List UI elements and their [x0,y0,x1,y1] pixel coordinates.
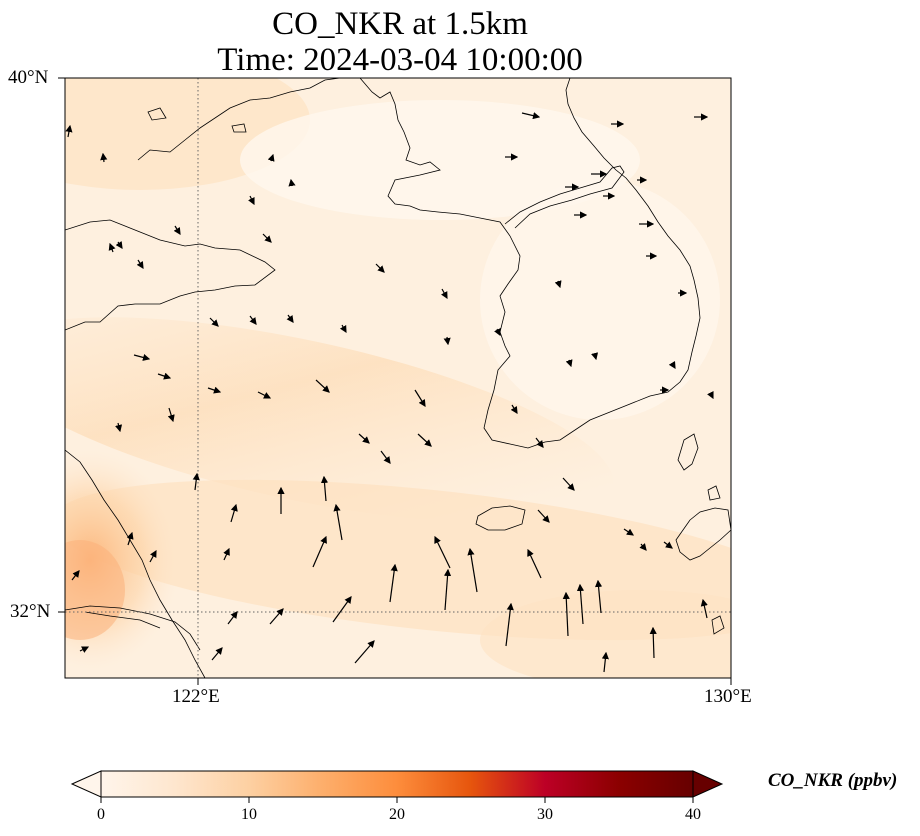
wind-arrow [71,570,80,581]
wind-arrow [227,611,238,625]
wind-arrow [209,317,219,327]
wind-arrow [375,263,385,273]
wind-arrow [663,541,673,549]
wind-arrow [562,591,570,637]
wind-arrow [269,608,284,625]
colorbar-label: CO_NKR (ppbv) [768,770,898,791]
wind-arrow [333,503,343,541]
wind-arrow [100,152,108,163]
wind-arrow [354,640,375,664]
wind-arrow [562,477,575,491]
wind-arrow [510,404,518,415]
wind-arrow [288,178,296,187]
wind-arrow [554,280,562,289]
wind-arrow [262,233,272,243]
wind-arrow [115,241,123,249]
axis-ticks [58,77,732,685]
wind-arrow [417,433,432,447]
colorbar-tick-10: 10 [241,806,257,823]
wind-arrow [537,509,550,523]
wind-arrow [668,361,676,370]
wind-arrow [249,315,257,325]
wind-arrow [527,548,542,579]
gridlines [65,78,731,678]
wind-arrow [286,314,294,323]
chart-title-line2: Time: 2024-03-04 10:00:00 [217,42,583,78]
wind-arrow [443,336,451,346]
wind-arrow [443,568,452,611]
wind-vectors [65,112,714,673]
wind-arrow [312,535,327,568]
wind-arrow [649,626,657,659]
wind-arrow [230,503,238,523]
colorbar-tick-30: 30 [537,806,553,823]
wind-arrow [414,389,426,408]
coastlines [65,78,731,678]
wind-arrow [576,583,585,625]
wind-arrow [358,433,370,444]
wind-arrow [389,563,398,603]
wind-arrow [108,242,116,253]
colorbar-tick-20: 20 [389,806,405,823]
wind-arrow [339,324,347,334]
wind-arrow [320,475,329,502]
wind-arrow [594,579,603,614]
lat-label-32n: 32°N [10,601,51,622]
wind-arrow [434,535,451,569]
map-frame [64,77,732,679]
chart-title-line1: CO_NKR at 1.5km [272,6,528,42]
wind-arrow [126,531,134,546]
wind-arrow [149,549,157,563]
lon-label-122e: 122°E [172,686,220,707]
wind-arrow [707,391,714,400]
wind-arrow [248,195,255,206]
wind-arrow [136,259,144,270]
wind-arrow [167,407,175,423]
wind-arrow [207,386,222,394]
wind-arrow [192,472,200,491]
wind-arrow [115,422,123,433]
wind-arrow [173,225,181,236]
wind-arrow [211,647,223,661]
colorbar-gradient [101,771,693,797]
wind-arrow [440,288,448,300]
wind-arrow [639,543,647,551]
lon-label-130e: 130°E [704,686,752,707]
colorbar-max-extend [692,770,724,798]
wind-arrow [65,124,73,138]
wind-arrow [623,528,634,536]
colorbar-min-extend [70,770,102,798]
wind-arrow [505,602,514,647]
wind-arrow [467,547,478,593]
wind-arrow [521,112,541,120]
wind-arrow [601,651,609,673]
concentration-field [65,78,731,678]
wind-arrow [591,352,599,361]
wind-arrow [565,359,573,368]
wind-arrow [535,437,544,448]
wind-arrow [157,372,172,380]
wind-arrow [700,598,708,619]
colorbar-tick-0: 0 [97,806,105,823]
wind-arrow [315,379,330,393]
wind-arrow [223,547,230,561]
colorbar-tick-40: 40 [685,806,701,823]
wind-arrow [79,646,90,653]
wind-arrow [267,153,275,162]
lat-label-40n: 40°N [8,67,49,88]
wind-arrow [133,353,151,361]
wind-arrow [494,328,501,337]
wind-arrow [332,596,352,623]
wind-arrow [257,391,272,399]
wind-arrow [380,450,391,464]
